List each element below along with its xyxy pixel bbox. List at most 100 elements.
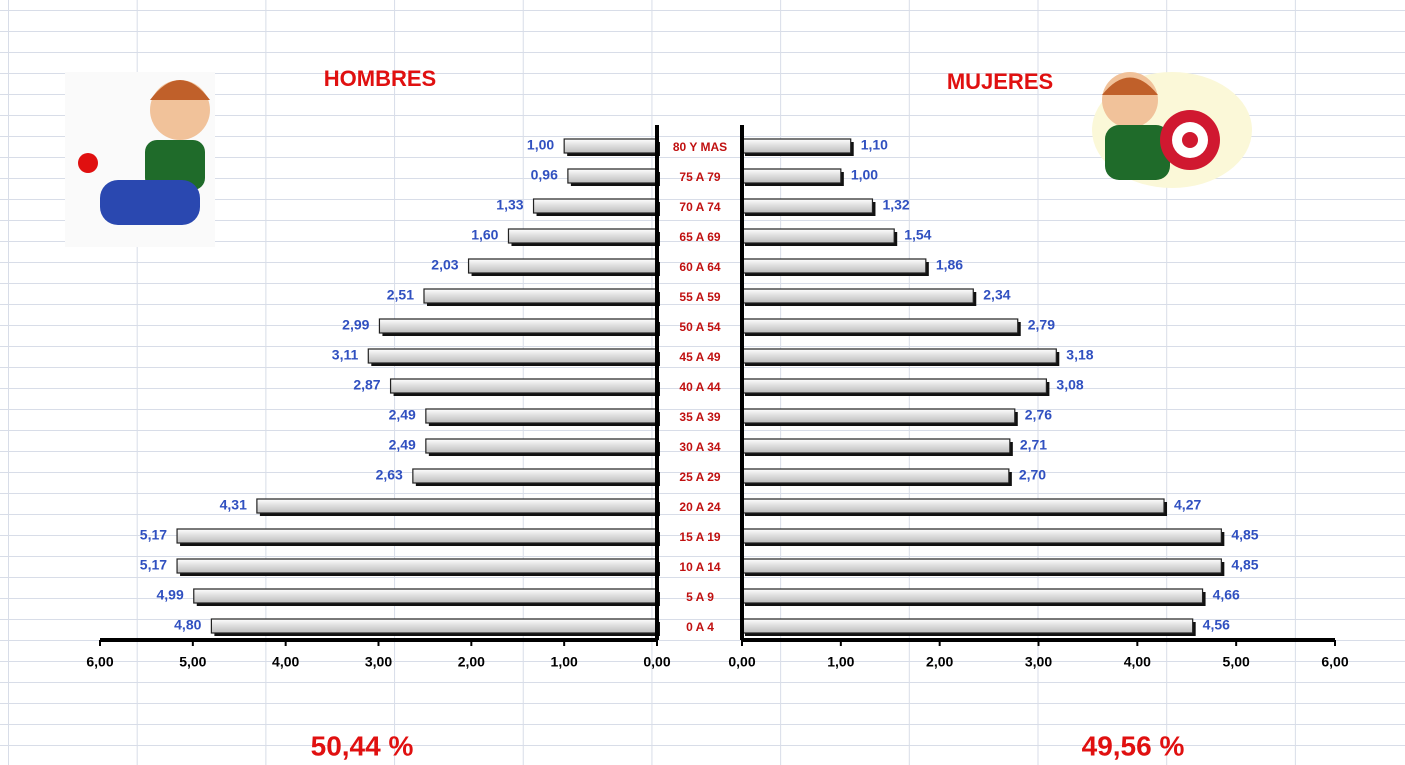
value-label: 2,79 <box>1028 317 1055 333</box>
bar <box>256 498 658 514</box>
category-label: 55 A 59 <box>679 290 720 304</box>
x-tick-label: 6,00 <box>86 654 113 670</box>
value-label: 0,96 <box>531 167 558 183</box>
value-label: 4,85 <box>1231 527 1258 543</box>
bar <box>741 168 842 184</box>
value-label: 2,87 <box>353 377 380 393</box>
bar <box>423 288 658 304</box>
x-tick-label: 3,00 <box>1025 654 1052 670</box>
bar <box>741 198 874 214</box>
x-tick-label: 2,00 <box>458 654 485 670</box>
x-tick-label: 1,00 <box>551 654 578 670</box>
value-label: 1,10 <box>861 137 888 153</box>
value-label: 4,27 <box>1174 497 1201 513</box>
category-label: 30 A 34 <box>679 440 720 454</box>
bar <box>532 198 658 214</box>
value-label: 5,17 <box>140 557 167 573</box>
bar <box>741 468 1010 484</box>
bar <box>425 408 658 424</box>
category-label: 50 A 54 <box>679 320 720 334</box>
bar <box>741 558 1222 574</box>
value-label: 2,03 <box>431 257 458 273</box>
value-label: 2,76 <box>1025 407 1052 423</box>
value-label: 4,31 <box>220 497 247 513</box>
value-label: 1,54 <box>904 227 931 243</box>
value-label: 3,08 <box>1056 377 1083 393</box>
category-label: 60 A 64 <box>679 260 720 274</box>
bar <box>563 138 658 154</box>
value-label: 2,49 <box>389 407 416 423</box>
x-tick-label: 1,00 <box>827 654 854 670</box>
value-label: 1,32 <box>882 197 909 213</box>
category-label: 0 A 4 <box>686 620 714 634</box>
value-label: 2,49 <box>389 437 416 453</box>
bar <box>389 378 658 394</box>
x-tick-label: 2,00 <box>926 654 953 670</box>
x-tick-label: 4,00 <box>1124 654 1151 670</box>
bar <box>367 348 658 364</box>
value-label: 3,11 <box>332 347 359 363</box>
bar <box>741 258 927 274</box>
bar <box>741 138 852 154</box>
series-title: HOMBRES <box>324 66 436 91</box>
category-label: 80 Y MAS <box>673 140 727 154</box>
bar <box>412 468 658 484</box>
category-label: 40 A 44 <box>679 380 720 394</box>
category-label: 65 A 69 <box>679 230 720 244</box>
bar <box>741 528 1222 544</box>
bar <box>741 408 1016 424</box>
x-tick-label: 4,00 <box>272 654 299 670</box>
x-tick-label: 5,00 <box>1223 654 1250 670</box>
category-label: 75 A 79 <box>679 170 720 184</box>
x-tick-label: 6,00 <box>1321 654 1348 670</box>
value-label: 2,99 <box>342 317 369 333</box>
bar <box>210 618 658 634</box>
value-label: 3,18 <box>1066 347 1093 363</box>
x-tick-label: 0,00 <box>728 654 755 670</box>
value-label: 2,71 <box>1020 437 1047 453</box>
bar <box>741 348 1057 364</box>
bar <box>741 588 1204 604</box>
category-label: 5 A 9 <box>686 590 714 604</box>
value-label: 1,33 <box>496 197 523 213</box>
category-label: 10 A 14 <box>679 560 720 574</box>
bar <box>741 438 1011 454</box>
value-label: 1,86 <box>936 257 963 273</box>
value-label: 1,00 <box>527 137 554 153</box>
value-label: 1,60 <box>471 227 498 243</box>
bar <box>176 558 658 574</box>
bar <box>378 318 658 334</box>
value-label: 2,63 <box>376 467 403 483</box>
category-label: 70 A 74 <box>679 200 720 214</box>
category-label: 35 A 39 <box>679 410 720 424</box>
value-label: 4,56 <box>1203 617 1230 633</box>
bar <box>507 228 658 244</box>
bar <box>425 438 658 454</box>
category-label: 45 A 49 <box>679 350 720 364</box>
bar <box>741 318 1019 334</box>
value-label: 4,85 <box>1231 557 1258 573</box>
value-label: 4,66 <box>1213 587 1240 603</box>
value-label: 5,17 <box>140 527 167 543</box>
value-label: 4,99 <box>157 587 184 603</box>
bar <box>467 258 658 274</box>
series-total: 49,56 % <box>1082 730 1185 761</box>
bar <box>176 528 658 544</box>
girl-clipart <box>1092 72 1252 188</box>
bar <box>193 588 658 604</box>
category-label: 15 A 19 <box>679 530 720 544</box>
value-label: 2,51 <box>387 287 414 303</box>
series-total: 50,44 % <box>311 730 414 761</box>
bar <box>741 498 1165 514</box>
category-label: 20 A 24 <box>679 500 720 514</box>
value-label: 4,80 <box>174 617 201 633</box>
bar <box>741 288 974 304</box>
x-tick-label: 3,00 <box>365 654 392 670</box>
series-title: MUJERES <box>947 69 1053 94</box>
bar <box>567 168 658 184</box>
boy-clipart <box>65 72 215 247</box>
bar <box>741 618 1194 634</box>
value-label: 1,00 <box>851 167 878 183</box>
bar <box>741 228 895 244</box>
